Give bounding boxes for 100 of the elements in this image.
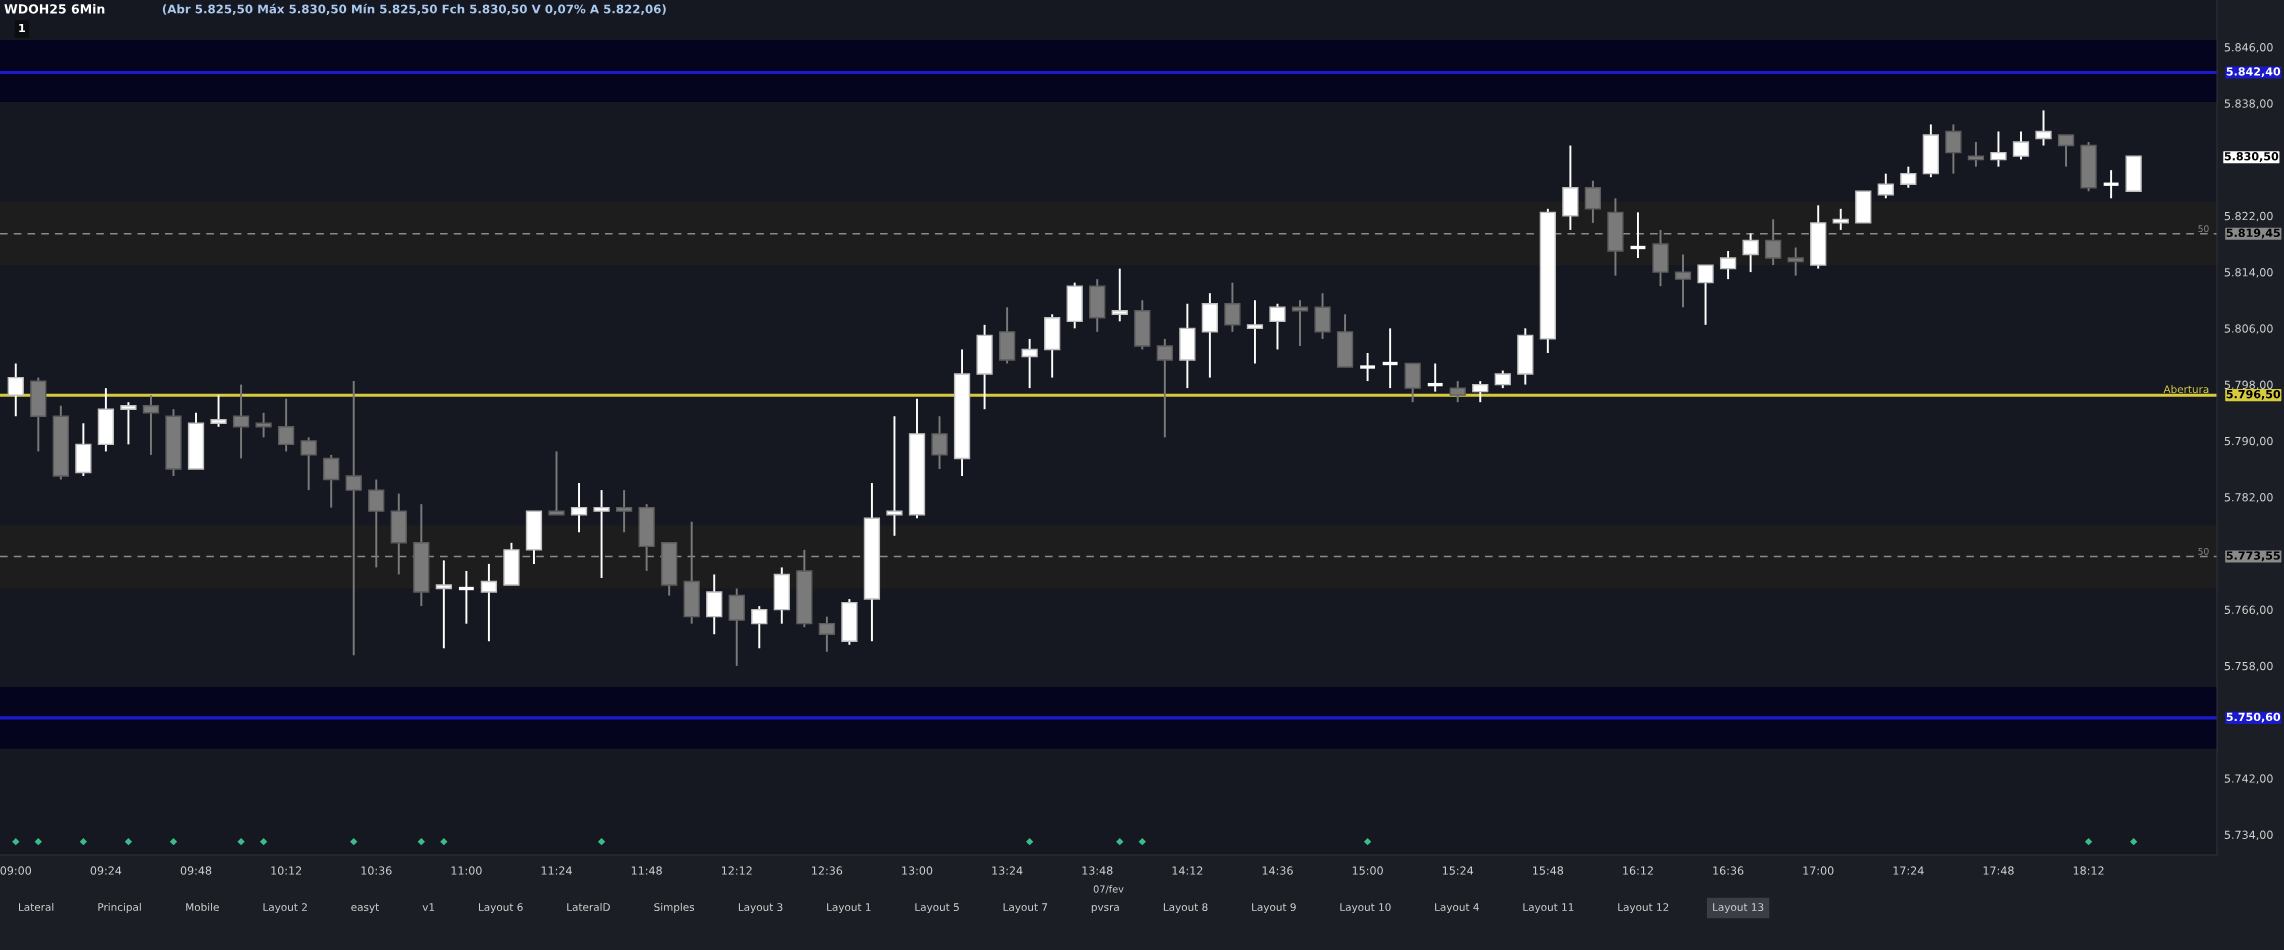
candlestick [142,394,160,456]
text: Simples [654,902,695,914]
x-tick-label: 14:36 [1262,866,1293,875]
y-tick-label: 5.782,00 [2224,493,2273,503]
chart-subtitle: (Abr 5.825,50 Máx 5.830,50 Mín 5.825,50 Fch 5.830,50 V 0,07% A 5.822,06) [162,3,666,15]
candlestick [1021,337,1038,390]
candlestick [368,478,385,569]
candlestick [1719,250,1737,281]
candlestick [593,489,610,579]
y-tick-label: 5.734,00 [2224,830,2273,841]
candlestick [751,605,768,650]
candlestick [1584,179,1602,224]
x-tick-label: 15:48 [1533,866,1564,875]
candlestick [2103,169,2119,200]
annotation: 1 [19,23,25,33]
candlestick [931,415,948,470]
x-tick-label: 16:36 [1713,866,1744,875]
candlestick [615,489,633,534]
candlestick [1246,299,1264,365]
text: Layout 12 [1618,903,1669,914]
x-tick-label: 17:00 [1803,866,1834,875]
text: Layout 3 [738,903,783,914]
candlestick [1697,264,1714,326]
candlestick [457,569,474,625]
text: Layout 11 [1523,903,1574,914]
candlestick [278,397,295,453]
text: LateralD [567,902,610,912]
annotation: 50 [2198,225,2209,233]
text: Layout 4 [1435,903,1479,914]
ref-line-label: 5.773,55 [2226,551,2280,562]
text: pvsra [1091,905,1119,914]
x-tick-label: 16:12 [1623,866,1653,875]
ref-line-label: 5.842,40 [2226,67,2281,78]
text: Principal [98,902,141,914]
ref-line-label: 5.819,45 [2226,228,2280,239]
text: Layout 2 [263,903,307,914]
candlestick [1674,253,1692,309]
candlestick [1360,352,1377,383]
x-tick-label: 17:24 [1893,866,1924,875]
candlestick [1449,380,1466,404]
text: Mobile [186,902,219,912]
annotation: Abertura [2163,385,2209,394]
text: Layout 10 [1340,903,1391,914]
text: Layout 7 [1003,903,1048,914]
chart-title: WDOH25 6Min [4,3,105,14]
x-tick-label: 13:48 [1082,866,1113,875]
candlestick [210,394,227,428]
text: v1 [422,903,435,911]
candlestick [1269,302,1286,351]
y-tick-label: 5.846,00 [2224,43,2273,53]
candlestick [1832,207,1849,231]
candlestick [323,453,340,509]
candlestick [2012,130,2030,161]
y-tick-label: 5.790,00 [2224,436,2273,447]
y-tick-label: 5.830,50 [2224,152,2279,162]
candlestick [1967,141,1985,168]
candlestick [1900,165,1917,189]
text: Layout 5 [915,903,959,914]
candlestick [548,450,565,516]
x-tick-label: 15:24 [1442,866,1474,875]
text: Layout 1 [827,903,871,914]
candlestick [2035,109,2052,147]
candlestick [1787,246,1804,277]
candlestick [1472,380,1489,404]
candlestick [1382,327,1398,390]
y-tick-label: 5.814,00 [2224,268,2273,278]
candlestick [345,380,362,657]
candlestick [1877,172,1894,200]
candlestick [1111,267,1128,323]
y-tick-label: 5.766,00 [2224,605,2273,616]
x-tick-label: 09:00 [0,866,32,875]
candlestick [232,383,250,460]
candlestick [300,436,317,492]
x-tick-label: 12:36 [812,866,843,875]
candlestick [1156,337,1173,439]
x-tick-label: 11:00 [451,866,482,875]
candlestick [7,362,24,418]
x-tick-label: 09:24 [90,866,122,875]
candlestick [1765,218,1782,267]
candlestick [1224,281,1241,333]
text: Layout 8 [1163,903,1208,914]
y-tick-label: 5.742,00 [2224,774,2273,784]
ref-line-label: 5.750,60 [2226,712,2281,723]
annotation: 50 [2198,547,2209,555]
x-tick-label: 12:12 [721,866,752,875]
x-axis-title: 07/fev [1093,885,1124,894]
candlestick [1427,362,1443,393]
candlestick [480,562,498,643]
y-tick-label: 5.806,00 [2224,324,2273,334]
candlestick [818,615,835,653]
text: Layout 13 [1713,903,1764,914]
candlestick [886,415,903,537]
x-tick-label: 11:48 [631,866,662,875]
text: Layout 9 [1252,903,1296,914]
text: easyt [351,903,379,914]
y-tick-label: 5.758,00 [2224,661,2273,672]
candlestick [120,401,137,446]
candlestick [570,482,588,534]
candlestick [1945,123,1962,175]
x-tick-label: 15:00 [1352,866,1383,875]
